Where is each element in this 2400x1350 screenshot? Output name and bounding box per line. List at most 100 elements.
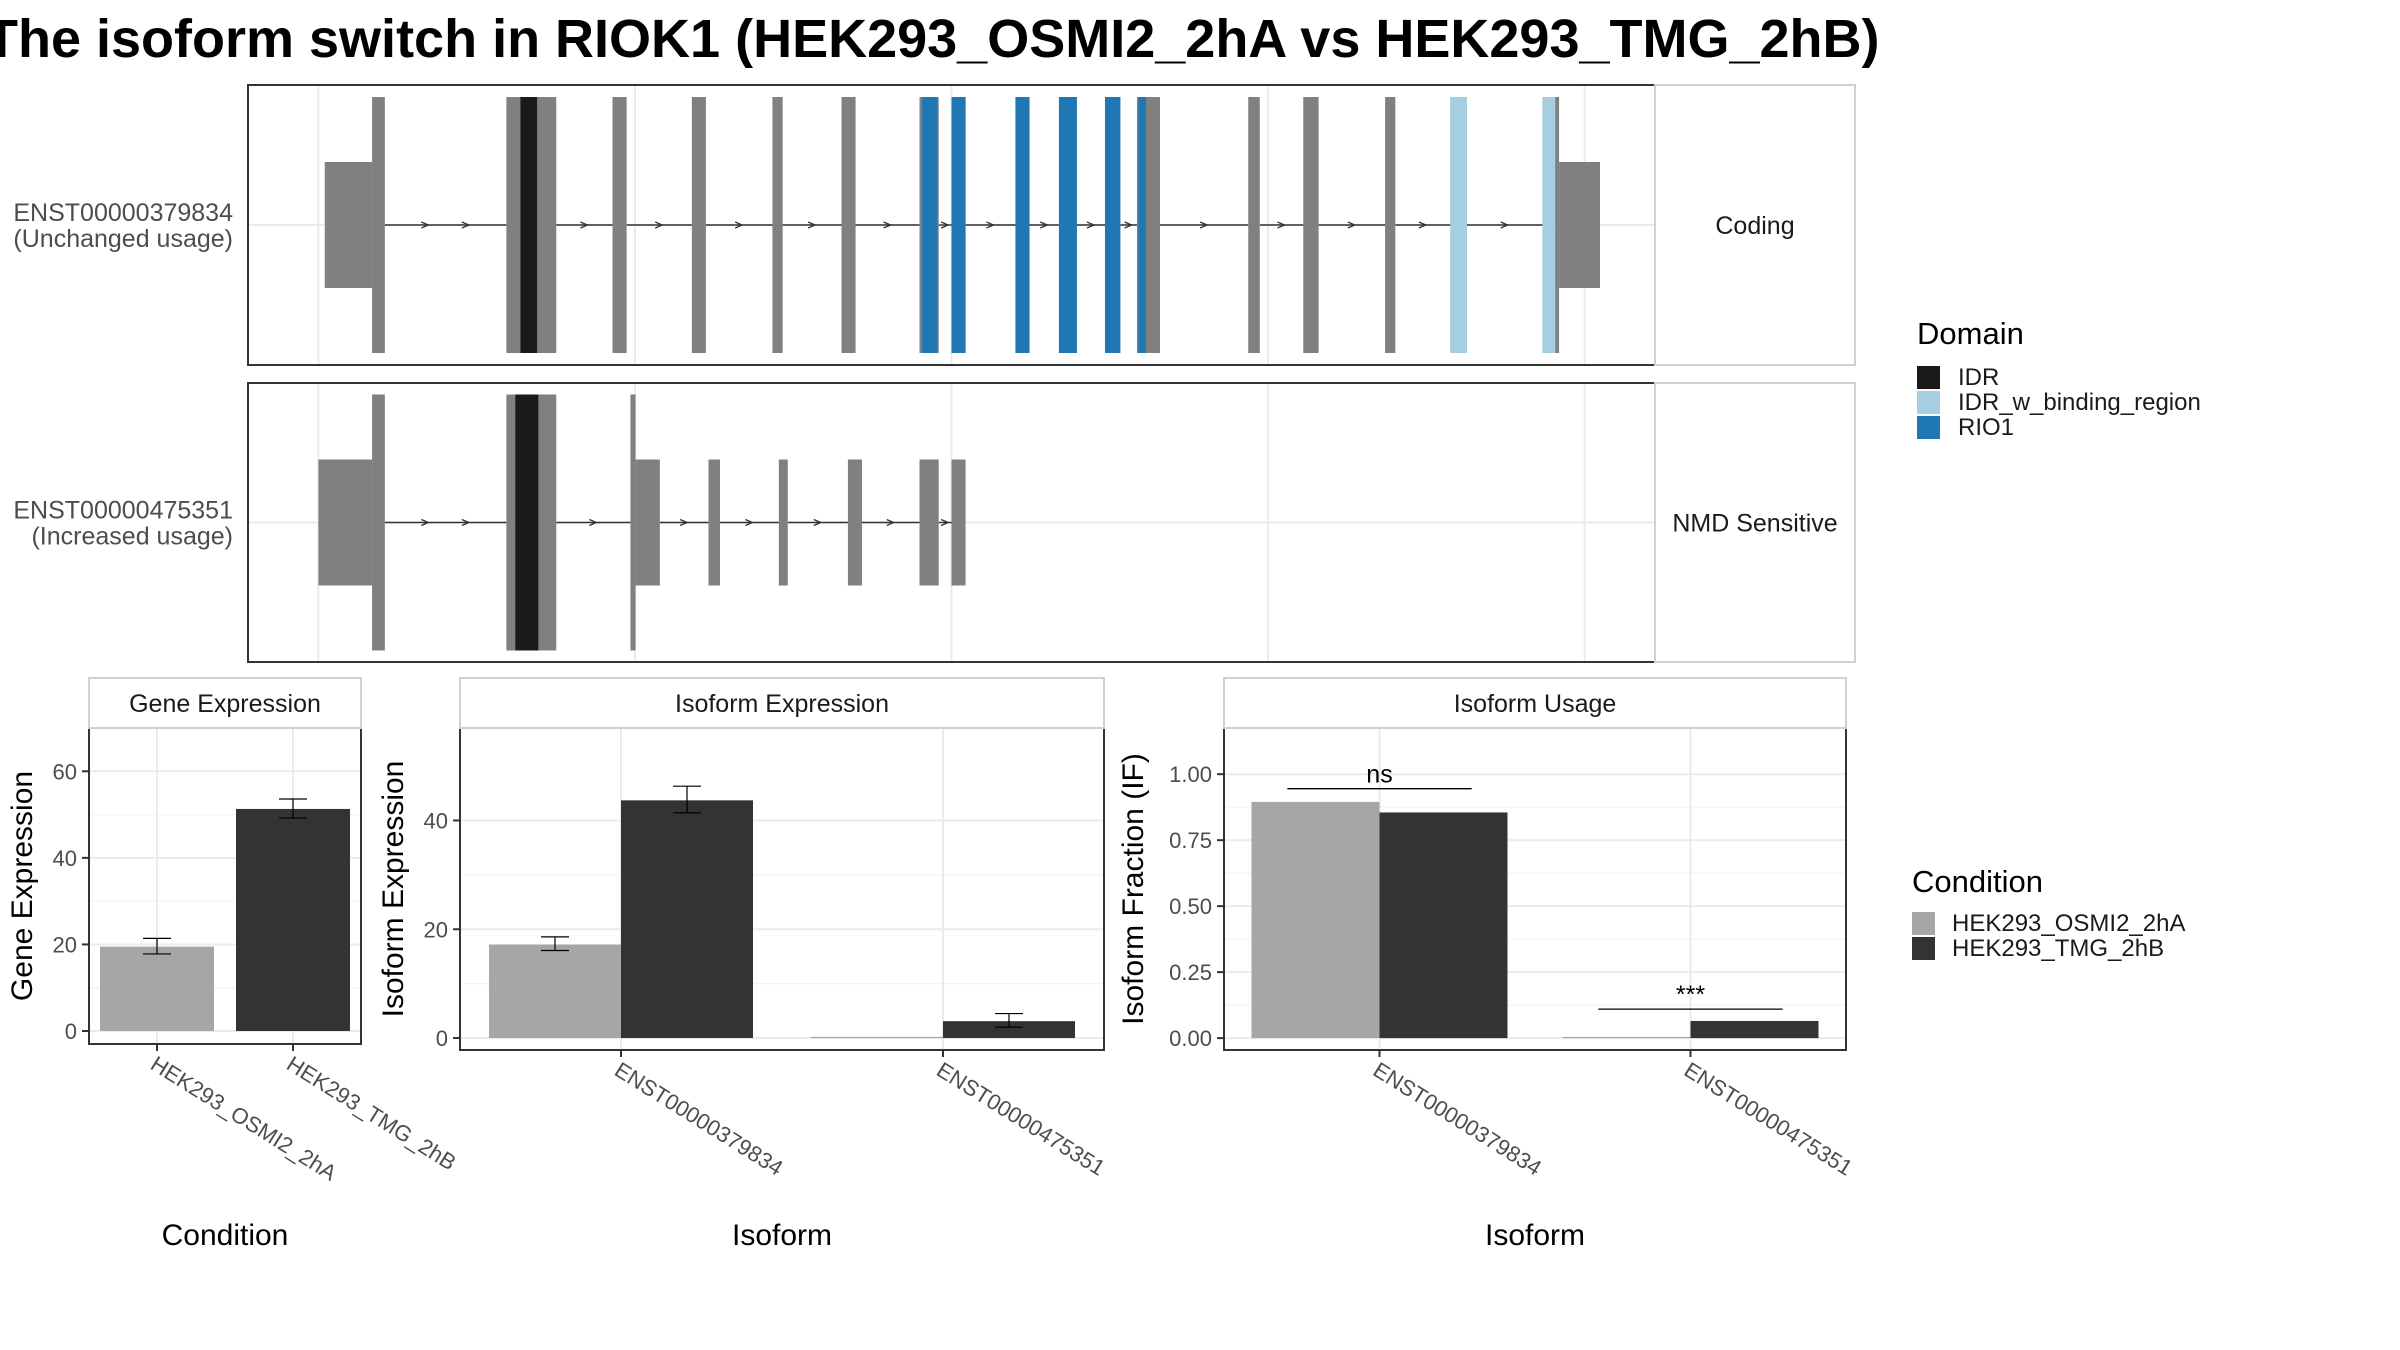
x-tick-label: ENST00000475351 bbox=[932, 1057, 1109, 1181]
exon-block bbox=[841, 97, 856, 353]
intron-arrow bbox=[461, 221, 471, 229]
intron-arrow bbox=[734, 221, 744, 229]
y-tick-label: 0.00 bbox=[1169, 1026, 1212, 1051]
domain-idr bbox=[520, 97, 538, 353]
exon-block bbox=[951, 459, 966, 586]
intron-arrow bbox=[421, 221, 431, 229]
exon-block bbox=[691, 97, 706, 353]
y-tick-label: 20 bbox=[53, 932, 77, 957]
intron-arrow bbox=[1199, 221, 1209, 229]
intron-arrow bbox=[580, 221, 590, 229]
y-tick-label: 0.50 bbox=[1169, 894, 1212, 919]
transcript-usage-label: (Increased usage) bbox=[31, 523, 233, 551]
domain-legend-key bbox=[1917, 391, 1940, 414]
bar-panel-title: Isoform Expression bbox=[675, 690, 889, 718]
x-tick-label: ENST00000379834 bbox=[1369, 1057, 1546, 1181]
transcript-class-strip bbox=[1654, 84, 1856, 366]
bar-hek293_osmi2_2ha bbox=[1562, 1036, 1691, 1039]
y-tick-label: 20 bbox=[424, 917, 448, 942]
x-axis-label: Isoform bbox=[732, 1219, 832, 1252]
domain-rio1 bbox=[1058, 97, 1077, 353]
intron-arrow bbox=[679, 518, 689, 527]
domain-legend-label: IDR bbox=[1958, 364, 1999, 391]
intron-arrow bbox=[813, 518, 823, 527]
transcript-class-label: NMD Sensitive bbox=[1672, 510, 1837, 538]
exon-block bbox=[612, 97, 627, 353]
intron-arrow bbox=[940, 518, 950, 527]
error-bar bbox=[673, 785, 701, 814]
condition-legend-label: HEK293_TMG_2hB bbox=[1952, 935, 2164, 962]
bar-panel-title: Gene Expression bbox=[129, 690, 321, 718]
expression-bar-charts: Gene Expression0204060HEK293_OSMI2_2hAHE… bbox=[6, 677, 1857, 1252]
y-axis-label: Gene Expression bbox=[6, 771, 39, 1001]
transcript-class-label: Coding bbox=[1715, 212, 1794, 240]
exon-block bbox=[324, 162, 373, 288]
exon-block bbox=[1385, 97, 1396, 353]
exon-block bbox=[372, 97, 385, 353]
condition-legend-key bbox=[1912, 937, 1935, 960]
error-bar bbox=[143, 937, 171, 955]
intron-arrow bbox=[886, 518, 896, 527]
exon-block bbox=[1303, 97, 1319, 353]
y-tick-label: 1.00 bbox=[1169, 762, 1212, 787]
bar-hek293_osmi2_2ha bbox=[1251, 801, 1380, 1039]
exon-block bbox=[919, 459, 939, 586]
transcript-usage-label: (Unchanged usage) bbox=[13, 225, 233, 253]
y-tick-label: 0 bbox=[436, 1026, 448, 1051]
intron-arrow bbox=[986, 221, 996, 229]
bar-panel-strip bbox=[1223, 677, 1847, 729]
exon-block bbox=[1248, 97, 1260, 353]
y-axis-label: Isoform Fraction (IF) bbox=[1117, 753, 1150, 1025]
intron-arrow bbox=[807, 221, 817, 229]
y-tick-label: 0 bbox=[65, 1019, 77, 1044]
intron-arrow bbox=[461, 518, 471, 527]
intron-arrow bbox=[1347, 221, 1357, 229]
domain-rio1 bbox=[951, 97, 966, 353]
intron-arrow bbox=[883, 221, 893, 229]
domain-rio1 bbox=[922, 97, 938, 353]
domain-idr-w-binding-region bbox=[1450, 97, 1467, 353]
domain-legend-label: IDR_w_binding_region bbox=[1958, 389, 2201, 416]
exon-block bbox=[708, 459, 720, 586]
exon-block bbox=[372, 394, 385, 651]
intron-arrow bbox=[745, 518, 755, 527]
condition-legend-label: HEK293_OSMI2_2hA bbox=[1952, 910, 2185, 937]
bar-panel-strip bbox=[88, 677, 362, 729]
intron-arrow bbox=[589, 518, 599, 527]
intron-arrow bbox=[1418, 221, 1428, 229]
domain-rio1 bbox=[1138, 97, 1146, 353]
transcript-structure-panel: Coding ENST00000379834(Unchanged usage) NM… bbox=[13, 84, 1856, 663]
y-tick-label: 40 bbox=[53, 846, 77, 871]
y-tick-label: 0.75 bbox=[1169, 828, 1212, 853]
bar-hek293_tmg_2hb bbox=[1379, 812, 1508, 1039]
significance-label: *** bbox=[1676, 981, 1705, 1009]
exon-block bbox=[635, 459, 660, 586]
domain-legend-key bbox=[1917, 416, 1940, 439]
domain-legend-key bbox=[1917, 366, 1940, 389]
bar-panel-strip bbox=[459, 677, 1105, 729]
exon-block bbox=[1559, 162, 1600, 288]
exon-block bbox=[318, 459, 373, 586]
y-axis-label: Isoform Expression bbox=[377, 761, 410, 1018]
figure-title: The isoform switch in RIOK1 (HEK293_OSMI… bbox=[0, 9, 1880, 69]
bar-hek293_osmi2_2ha bbox=[811, 1036, 943, 1039]
transcript-class-strip bbox=[1654, 382, 1856, 663]
x-axis-label: Isoform bbox=[1485, 1219, 1585, 1252]
exon-block bbox=[778, 459, 788, 586]
bar-hek293_tmg_2hb bbox=[1690, 1020, 1819, 1039]
y-tick-label: 60 bbox=[53, 759, 77, 784]
bar-hek293_osmi2_2ha bbox=[489, 944, 621, 1039]
domain-rio1 bbox=[1015, 97, 1030, 353]
significance-label: ns bbox=[1366, 761, 1392, 789]
y-tick-label: 0.25 bbox=[1169, 960, 1212, 985]
bar-hek293_osmi2_2ha bbox=[100, 946, 214, 1032]
intron-arrow bbox=[1039, 221, 1049, 229]
transcript-id-label: ENST00000475351 bbox=[13, 497, 233, 525]
x-tick-label: ENST00000475351 bbox=[1680, 1057, 1857, 1181]
domain-legend-label: RIO1 bbox=[1958, 414, 2014, 441]
bar-hek293_tmg_2hb bbox=[236, 808, 350, 1032]
intron-arrow bbox=[1124, 221, 1134, 229]
domain-idr-w-binding-region bbox=[1542, 97, 1556, 353]
